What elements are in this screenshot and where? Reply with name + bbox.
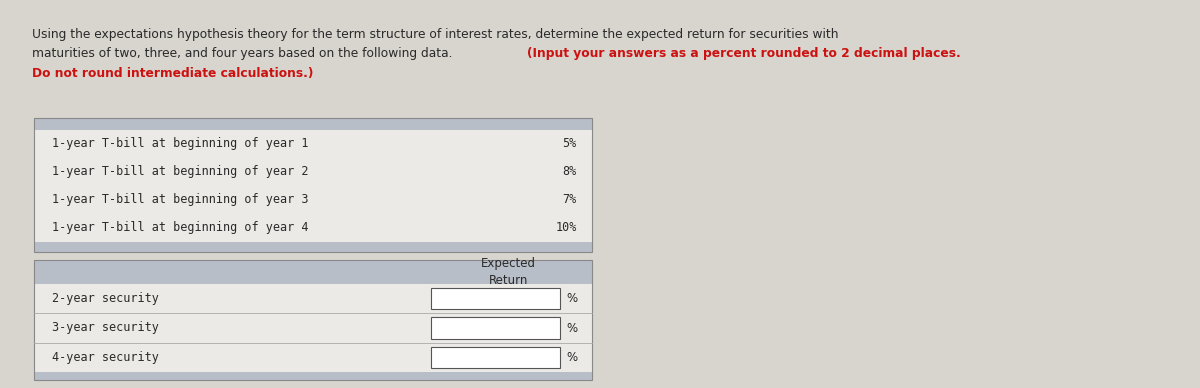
Text: 8%: 8% (563, 166, 577, 178)
Text: 4-year security: 4-year security (52, 351, 158, 364)
Text: %: % (566, 292, 577, 305)
Text: 5%: 5% (563, 137, 577, 151)
Text: 7%: 7% (563, 194, 577, 206)
Bar (34, 260, 592, 284)
Text: 3-year security: 3-year security (52, 322, 158, 334)
Text: 1-year T-bill at beginning of year 2: 1-year T-bill at beginning of year 2 (52, 166, 308, 178)
Text: Do not round intermediate calculations.): Do not round intermediate calculations.) (32, 67, 313, 80)
Bar (34, 118, 592, 130)
Bar (431, 288, 559, 309)
Text: 1-year T-bill at beginning of year 4: 1-year T-bill at beginning of year 4 (52, 222, 308, 234)
Text: %: % (566, 322, 577, 334)
Bar (34, 130, 592, 242)
Bar (34, 242, 592, 252)
Bar (34, 284, 592, 372)
Bar (431, 317, 559, 339)
Text: 10%: 10% (556, 222, 577, 234)
Text: Expected
Return: Expected Return (481, 257, 536, 287)
Bar (34, 372, 592, 380)
Bar (34, 118, 592, 252)
Text: 1-year T-bill at beginning of year 1: 1-year T-bill at beginning of year 1 (52, 137, 308, 151)
Text: (Input your answers as a percent rounded to 2 decimal places.: (Input your answers as a percent rounded… (527, 47, 961, 61)
Bar (431, 347, 559, 368)
Text: 1-year T-bill at beginning of year 3: 1-year T-bill at beginning of year 3 (52, 194, 308, 206)
Text: Using the expectations hypothesis theory for the term structure of interest rate: Using the expectations hypothesis theory… (32, 28, 839, 41)
Bar (34, 260, 592, 380)
Text: maturities of two, three, and four years based on the following data.: maturities of two, three, and four years… (32, 47, 456, 61)
Text: %: % (566, 351, 577, 364)
Text: 2-year security: 2-year security (52, 292, 158, 305)
